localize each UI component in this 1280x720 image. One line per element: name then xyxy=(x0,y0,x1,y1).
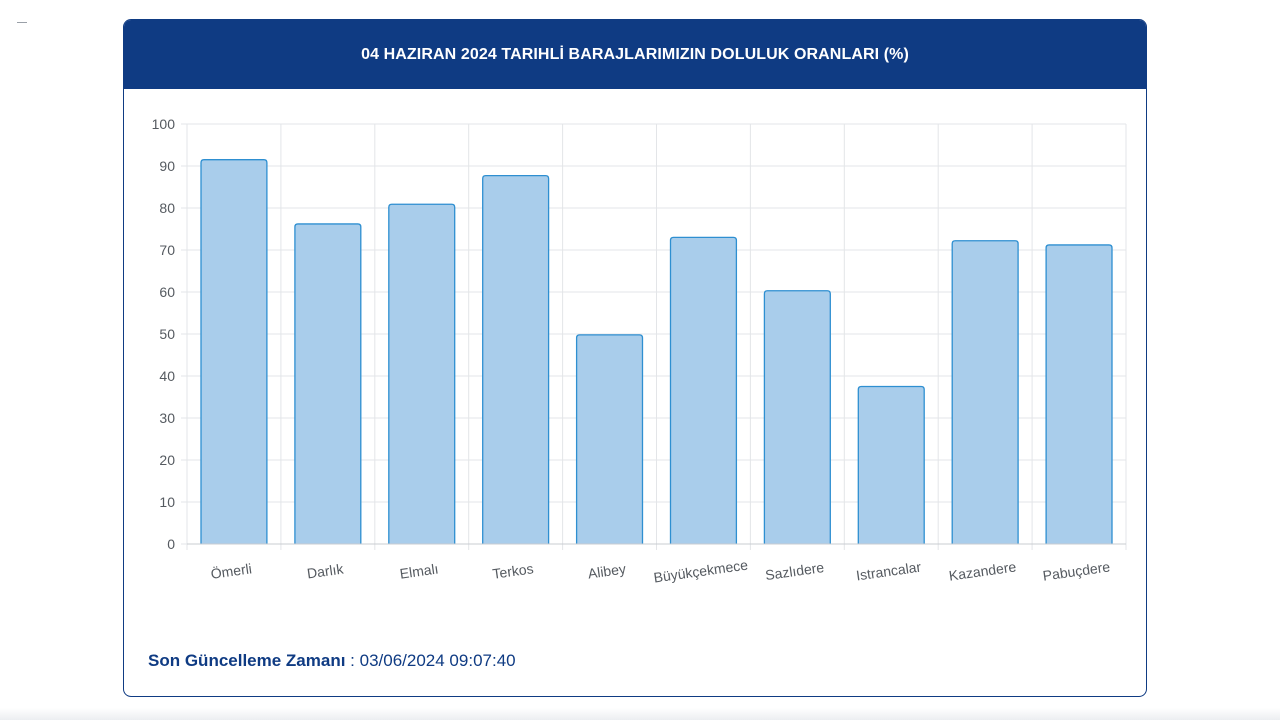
last-update: Son Güncelleme Zamanı : 03/06/2024 09:07… xyxy=(148,651,516,671)
x-tick-label: Elmalı xyxy=(399,560,440,581)
card-header: 04 HAZIRAN 2024 TARIHLİ BARAJLARIMIZIN D… xyxy=(124,20,1146,89)
bar-alibey xyxy=(575,334,644,544)
y-tick-label: 80 xyxy=(159,200,175,216)
x-tick-label: Sazlıdere xyxy=(764,559,825,583)
y-tick-label: 40 xyxy=(159,368,175,384)
x-tick-label: Istrancalar xyxy=(855,559,922,584)
x-tick-label: Terkos xyxy=(491,560,534,582)
bar-sazlıdere xyxy=(763,290,831,544)
y-tick-label: 10 xyxy=(159,494,175,510)
bar-istrancalar xyxy=(857,385,925,544)
bar-kazandere xyxy=(951,240,1019,544)
dam-levels-card: 04 HAZIRAN 2024 TARIHLİ BARAJLARIMIZIN D… xyxy=(123,19,1147,697)
bottom-fade xyxy=(0,708,1280,720)
bar-ömerli xyxy=(200,159,268,544)
bar-terkos xyxy=(482,175,550,544)
y-tick-label: 60 xyxy=(159,284,175,300)
bar-elmalı xyxy=(388,203,456,544)
x-tick-label: Darlık xyxy=(306,560,345,581)
bar-büyükçekmece xyxy=(669,236,738,544)
last-update-label: Son Güncelleme Zamanı xyxy=(148,651,346,670)
y-tick-label: 100 xyxy=(152,116,176,132)
bar-pabuçdere xyxy=(1045,244,1113,544)
x-tick-label: Alibey xyxy=(587,560,627,581)
page-title: 04 HAZIRAN 2024 TARIHLİ BARAJLARIMIZIN D… xyxy=(361,45,909,63)
y-tick-label: 70 xyxy=(159,242,175,258)
x-tick-label: Kazandere xyxy=(948,558,1017,583)
x-tick-label: Pabuçdere xyxy=(1042,558,1111,583)
x-tick-label: Ömerli xyxy=(210,559,253,582)
bar-chart: 0 10 20 30 40 50 60 70 80 90 100 Ömerli Darlık Elmalı… xyxy=(152,116,1127,586)
x-tick-label: Büyükçekmece xyxy=(653,556,749,585)
last-update-value: 03/06/2024 09:07:40 xyxy=(359,651,516,670)
y-tick-label: 50 xyxy=(159,326,175,342)
y-tick-label: 90 xyxy=(159,158,175,174)
corner-mark xyxy=(17,22,27,23)
y-tick-label: 20 xyxy=(159,452,175,468)
bar-darlık xyxy=(294,223,362,544)
y-tick-label: 30 xyxy=(159,410,175,426)
y-tick-label: 0 xyxy=(167,536,175,552)
last-update-separator: : xyxy=(345,651,360,670)
